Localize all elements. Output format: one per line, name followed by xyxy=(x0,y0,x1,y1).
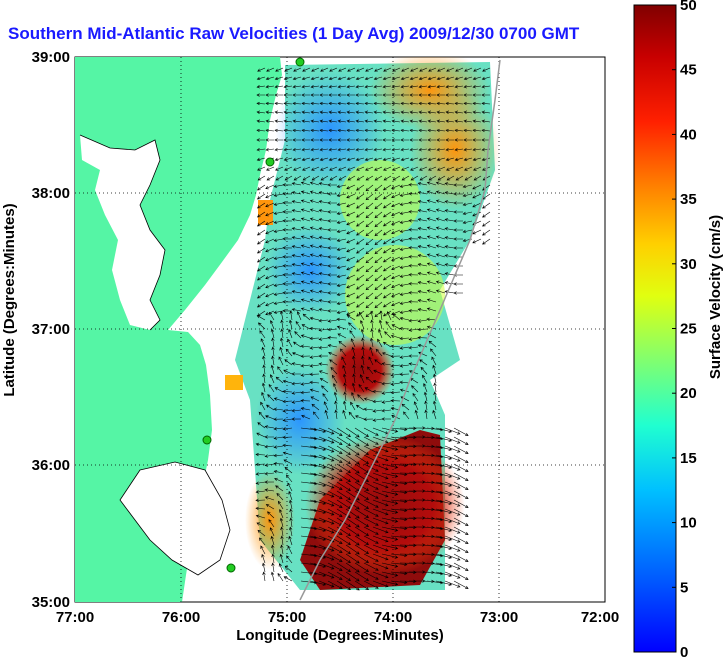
x-axis-ticks: 77:00 76:00 75:00 74:00 73:00 72:00 xyxy=(56,609,619,626)
x-tick-label: 73:00 xyxy=(480,609,518,626)
colorbar-tick-label: 15 xyxy=(680,450,697,467)
y-tick-label: 38:00 xyxy=(32,185,70,202)
colorbar-tick-label: 25 xyxy=(680,321,697,338)
colorbar-tick-label: 0 xyxy=(680,644,688,659)
colorbar-tick-label: 45 xyxy=(680,62,697,79)
y-tick-label: 39:00 xyxy=(32,49,70,66)
chesapeake-bay xyxy=(80,135,165,330)
colorbar-label: Surface Velocity (cm/s) xyxy=(707,215,724,379)
x-axis-label: Longitude (Degrees:Minutes) xyxy=(236,627,444,644)
y-axis-label: Latitude (Degrees:Minutes) xyxy=(1,203,18,396)
grid xyxy=(75,57,605,602)
colorbar xyxy=(633,4,677,653)
vector-arrow-set xyxy=(255,67,491,591)
colorbar-tick-label: 35 xyxy=(680,191,697,208)
y-axis-ticks: 39:00 38:00 37:00 36:00 35:00 xyxy=(32,49,70,611)
y-tick-label: 36:00 xyxy=(32,457,70,474)
y-tick-label: 37:00 xyxy=(32,321,70,338)
colorbar-ticks: 0 5 10 15 20 25 30 35 40 45 50 xyxy=(672,0,697,659)
shelf-contour xyxy=(299,59,501,601)
radar-station-marker xyxy=(202,435,212,445)
x-tick-label: 75:00 xyxy=(268,609,306,626)
radar-station-marker xyxy=(265,157,275,167)
map-title: Southern Mid-Atlantic Raw Velocities (1 … xyxy=(8,24,580,43)
colorbar-tick-label: 50 xyxy=(680,0,697,14)
radar-station-marker xyxy=(295,57,305,67)
colorbar-tick-label: 5 xyxy=(680,579,688,596)
x-tick-label: 77:00 xyxy=(56,609,94,626)
colorbar-tick-label: 40 xyxy=(680,126,697,143)
radar-station-marker xyxy=(226,563,236,573)
pamlico-sound xyxy=(119,461,231,576)
y-tick-label: 35:00 xyxy=(32,594,70,611)
x-tick-label: 74:00 xyxy=(374,609,412,626)
colorbar-tick-label: 30 xyxy=(680,256,697,273)
x-tick-label: 76:00 xyxy=(162,609,200,626)
x-tick-label: 72:00 xyxy=(581,609,619,626)
velocity-vectors xyxy=(255,67,491,591)
colorbar-tick-label: 20 xyxy=(680,385,697,402)
colorbar-tick-label: 10 xyxy=(680,515,697,532)
